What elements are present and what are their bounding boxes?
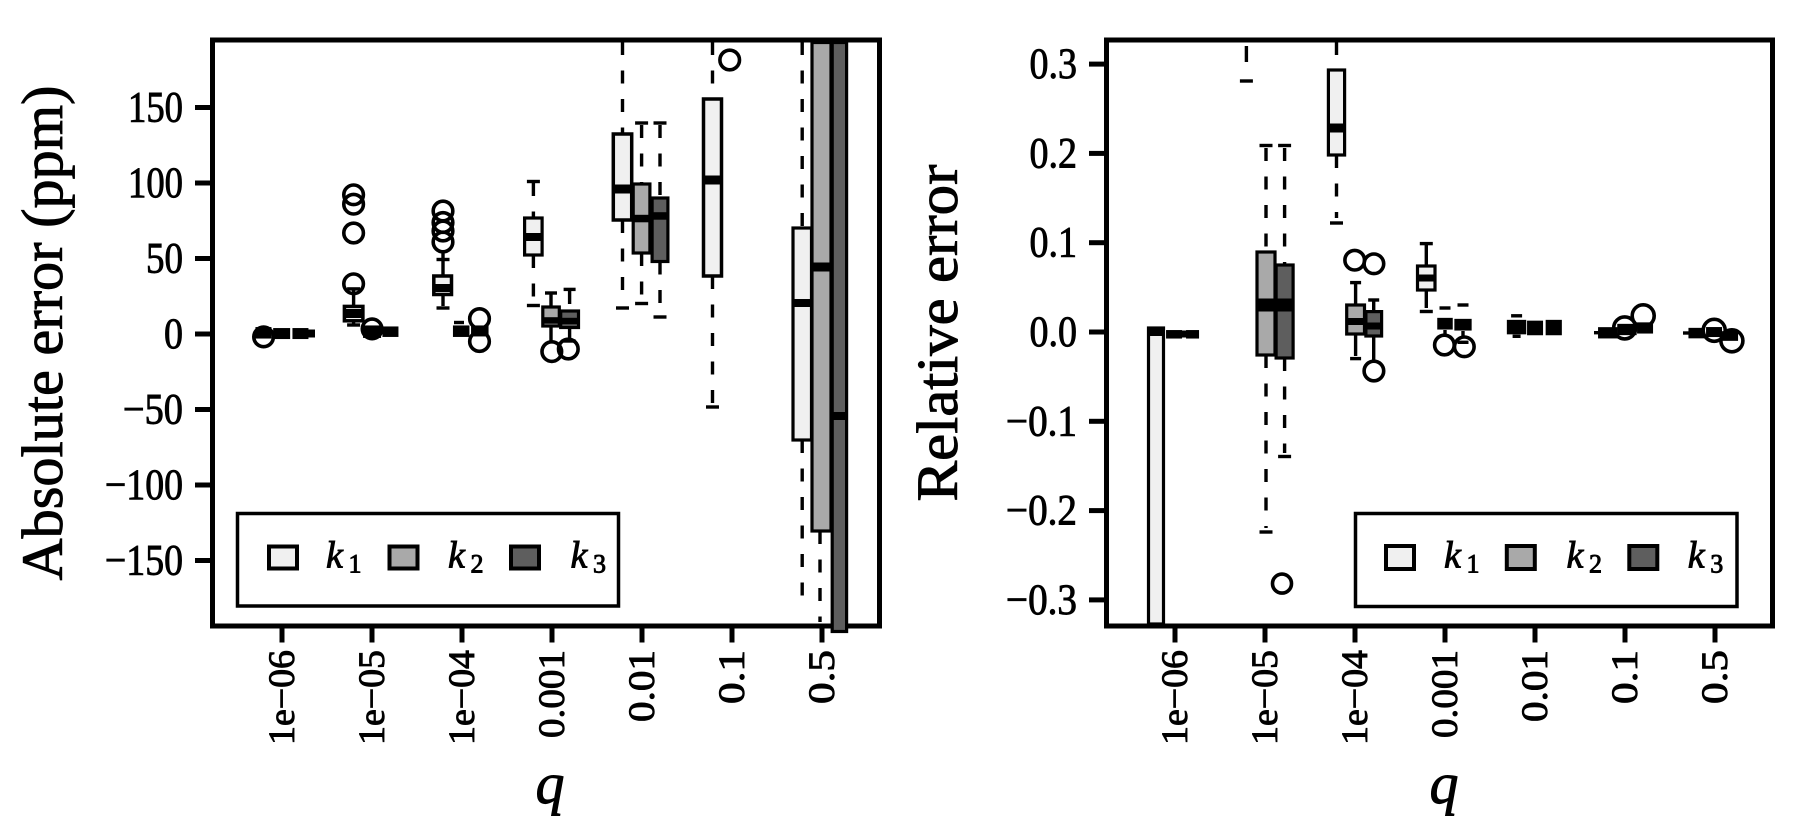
svg-text:0.001: 0.001 [532, 650, 573, 738]
svg-text:0.3: 0.3 [1030, 41, 1078, 88]
svg-text:1: 1 [1467, 550, 1480, 579]
svg-text:k: k [1567, 535, 1585, 577]
svg-text:150: 150 [128, 85, 183, 132]
svg-text:0.01: 0.01 [1515, 650, 1556, 722]
svg-text:1e−06: 1e−06 [262, 650, 303, 745]
svg-text:1: 1 [349, 550, 362, 579]
svg-text:k: k [326, 535, 344, 577]
svg-text:1e−05: 1e−05 [352, 650, 393, 745]
svg-text:−100: −100 [105, 462, 183, 509]
svg-text:q: q [536, 751, 565, 816]
svg-text:0.01: 0.01 [622, 650, 663, 722]
svg-text:1e−06: 1e−06 [1155, 650, 1196, 745]
svg-text:0: 0 [164, 311, 183, 358]
svg-text:3: 3 [1710, 550, 1723, 579]
svg-text:−0.3: −0.3 [1006, 577, 1077, 624]
svg-text:q: q [1430, 751, 1459, 816]
svg-text:0.1: 0.1 [1605, 650, 1646, 704]
svg-text:0.2: 0.2 [1030, 130, 1078, 177]
svg-text:100: 100 [128, 160, 183, 207]
svg-text:1e−04: 1e−04 [1335, 650, 1376, 745]
svg-text:−50: −50 [123, 387, 183, 434]
svg-text:1e−05: 1e−05 [1245, 650, 1286, 745]
svg-text:0.5: 0.5 [1695, 650, 1736, 704]
svg-text:50: 50 [146, 236, 183, 283]
svg-text:0.5: 0.5 [802, 650, 843, 704]
svg-text:0.001: 0.001 [1425, 650, 1466, 738]
svg-text:2: 2 [1589, 550, 1602, 579]
svg-text:3: 3 [593, 550, 606, 579]
svg-text:1e−04: 1e−04 [442, 650, 483, 745]
svg-text:Absolute error (ppm): Absolute error (ppm) [10, 86, 75, 581]
svg-text:k: k [448, 535, 466, 577]
svg-text:0.1: 0.1 [712, 650, 753, 704]
svg-text:−0.2: −0.2 [1006, 488, 1077, 535]
svg-text:Relative error: Relative error [905, 165, 970, 502]
svg-text:0.1: 0.1 [1030, 220, 1078, 267]
svg-text:−0.1: −0.1 [1006, 398, 1077, 445]
svg-text:k: k [1444, 535, 1462, 577]
svg-text:−150: −150 [105, 538, 183, 585]
svg-text:2: 2 [471, 550, 484, 579]
svg-text:0.0: 0.0 [1030, 309, 1078, 356]
svg-text:k: k [1688, 535, 1706, 577]
svg-text:k: k [571, 535, 589, 577]
